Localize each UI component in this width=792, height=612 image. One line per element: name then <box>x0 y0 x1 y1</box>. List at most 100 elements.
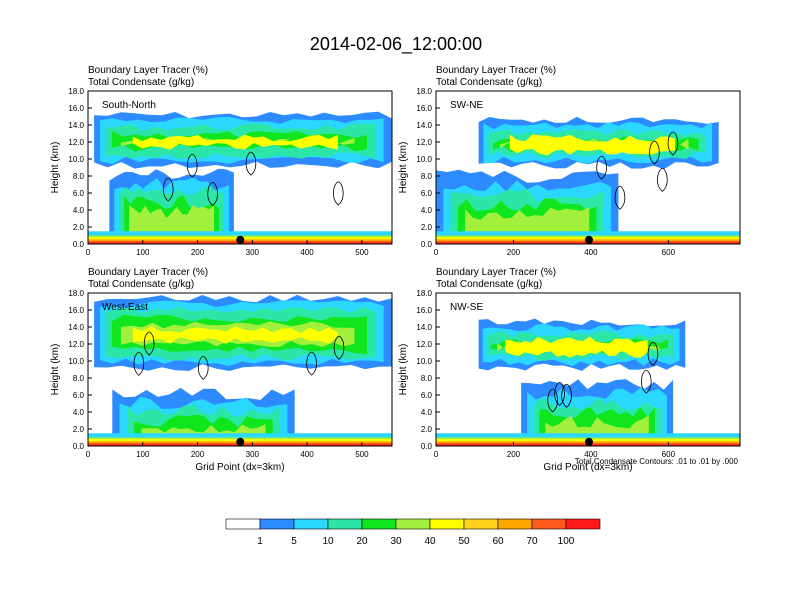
colorbar-swatch <box>531 518 567 530</box>
y-tick-label: 16.0 <box>68 306 84 315</box>
y-axis-label: Height (km) <box>50 344 61 396</box>
y-tick-label: 0.0 <box>73 240 85 249</box>
colorbar-swatch <box>497 518 533 530</box>
condensate-contour <box>245 151 257 176</box>
condensate-contour <box>667 131 679 156</box>
x-tick-label: 300 <box>246 450 260 459</box>
low-cloud-layer-5 <box>141 424 266 436</box>
y-tick-label: 10.0 <box>68 357 84 366</box>
low-cloud-layer-5 <box>465 207 590 234</box>
condensate-contour <box>333 181 344 206</box>
y-tick-label: 12.0 <box>68 340 84 349</box>
colorbar-label: 70 <box>526 536 538 547</box>
y-axis-label: Height (km) <box>50 142 61 194</box>
y-tick-label: 4.0 <box>73 206 85 215</box>
x-tick-label: 0 <box>434 450 439 459</box>
y-tick-label: 16.0 <box>416 104 432 113</box>
plot-area <box>436 318 740 446</box>
y-axis-label: Height (km) <box>398 344 409 396</box>
x-tick-label: 500 <box>355 248 369 257</box>
y-tick-label: 6.0 <box>73 391 85 400</box>
y-tick-label: 14.0 <box>68 121 84 130</box>
colorbar-swatch <box>463 518 499 530</box>
y-tick-label: 18.0 <box>416 289 432 298</box>
condensate-contour <box>596 155 607 180</box>
y-axis-label: Height (km) <box>398 142 409 194</box>
colorbar-label: 30 <box>390 536 402 547</box>
y-tick-label: 10.0 <box>416 155 432 164</box>
cloud-band-layer-6 <box>132 326 338 344</box>
subtitle-tracer: Boundary Layer Tracer (%) <box>436 267 556 278</box>
colorbar-label: 20 <box>356 536 368 547</box>
x-tick-label: 600 <box>662 450 676 459</box>
y-tick-label: 6.0 <box>73 189 85 198</box>
y-tick-label: 0.0 <box>421 442 433 451</box>
y-tick-label: 12.0 <box>416 138 432 147</box>
condensate-contour <box>640 369 652 394</box>
y-tick-label: 16.0 <box>68 104 84 113</box>
y-tick-label: 14.0 <box>416 121 432 130</box>
condensate-contour <box>647 341 659 366</box>
x-tick-label: 500 <box>355 450 369 459</box>
colorbar-swatch <box>327 518 363 530</box>
y-tick-label: 8.0 <box>421 172 433 181</box>
y-tick-label: 4.0 <box>73 408 85 417</box>
plot-area <box>88 294 392 446</box>
location-marker <box>236 235 245 244</box>
plot-area <box>88 111 392 244</box>
y-tick-label: 4.0 <box>421 408 433 417</box>
condensate-contour <box>649 140 660 165</box>
panels: Boundary Layer Tracer (%)Total Condensat… <box>50 65 741 473</box>
x-tick-label: 200 <box>507 248 521 257</box>
plot-area <box>436 116 740 244</box>
colorbar-swatch <box>429 518 465 530</box>
y-tick-label: 12.0 <box>416 340 432 349</box>
location-marker <box>584 235 593 244</box>
y-tick-label: 16.0 <box>416 306 432 315</box>
x-tick-label: 400 <box>584 248 598 257</box>
low-cloud-layer-5 <box>545 415 649 436</box>
y-tick-label: 10.0 <box>68 155 84 164</box>
panel-1: Boundary Layer Tracer (%)Total Condensat… <box>50 65 393 257</box>
y-tick-label: 0.0 <box>73 442 85 451</box>
colorbar-swatch <box>225 518 261 530</box>
x-axis-label: Grid Point (dx=3km) <box>543 462 632 473</box>
subtitle-condensate: Total Condensate (g/kg) <box>436 77 542 88</box>
y-tick-label: 6.0 <box>421 189 433 198</box>
x-axis-label: Grid Point (dx=3km) <box>195 462 284 473</box>
low-cloud-layer-5 <box>129 205 214 234</box>
y-tick-label: 10.0 <box>416 357 432 366</box>
subtitle-condensate: Total Condensate (g/kg) <box>88 77 194 88</box>
panel-frame <box>87 292 393 447</box>
y-tick-label: 18.0 <box>68 289 84 298</box>
condensate-contour <box>133 351 145 376</box>
colorbar-swatch <box>361 518 397 530</box>
location-marker <box>584 437 593 446</box>
condensate-contour <box>143 331 155 356</box>
y-tick-label: 2.0 <box>73 223 85 232</box>
x-tick-label: 400 <box>300 450 314 459</box>
subtitle-tracer: Boundary Layer Tracer (%) <box>436 65 556 76</box>
condensate-contour <box>657 168 668 192</box>
x-tick-label: 0 <box>434 248 439 257</box>
cloud-band-layer-6 <box>509 134 675 156</box>
panel-name: South-North <box>102 100 156 111</box>
colorbar-label: 1 <box>257 536 263 547</box>
cloud-band-layer-6 <box>132 134 338 150</box>
panel-name: NW-SE <box>450 302 483 313</box>
x-tick-label: 100 <box>136 450 150 459</box>
y-tick-label: 8.0 <box>421 374 433 383</box>
colorbar-swatch <box>293 518 329 530</box>
y-tick-label: 4.0 <box>421 206 433 215</box>
condensate-contour <box>614 185 626 210</box>
condensate-contour <box>547 388 558 413</box>
condensate-contour <box>197 355 209 380</box>
x-tick-label: 600 <box>662 248 676 257</box>
condensate-contour <box>554 382 565 406</box>
x-tick-label: 200 <box>191 450 205 459</box>
colorbar-label: 40 <box>424 536 436 547</box>
y-tick-label: 18.0 <box>68 87 84 96</box>
panel-2: Boundary Layer Tracer (%)Total Condensat… <box>398 65 741 257</box>
subtitle-tracer: Boundary Layer Tracer (%) <box>88 267 208 278</box>
